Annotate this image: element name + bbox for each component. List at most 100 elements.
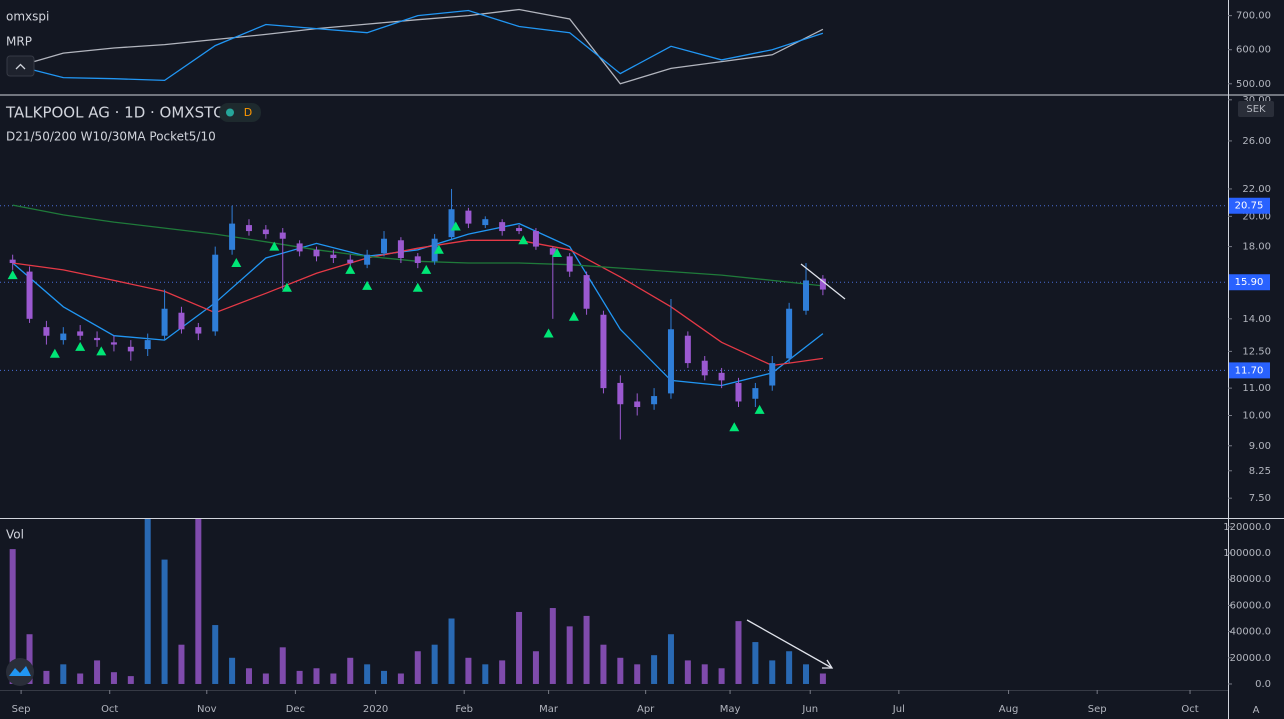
volume-bar (26, 634, 33, 684)
candle-body (110, 342, 117, 345)
x-tick-label: Feb (455, 704, 473, 715)
y-tick-label: 8.25 (1249, 466, 1271, 477)
candle-body (262, 229, 269, 235)
delay-badge: D (244, 106, 252, 119)
y-tick-label: 12.50 (1242, 346, 1271, 357)
candle-body (144, 340, 151, 350)
candle-body (769, 363, 776, 386)
price-label: 20.75 (1235, 201, 1264, 212)
candle-body (499, 222, 506, 232)
volume-bar (516, 611, 523, 684)
y-tick-label: 7.50 (1249, 493, 1271, 504)
volume-bar (617, 657, 624, 684)
x-tick-label: Jun (801, 704, 818, 715)
trend-arrow (746, 619, 833, 669)
candle-body (279, 232, 286, 239)
trend-line (800, 263, 846, 300)
signal-marker (345, 264, 356, 274)
volume-bar (313, 668, 320, 684)
candle-body (94, 337, 101, 341)
volume-bar (381, 670, 388, 684)
x-tick-label: Oct (101, 704, 118, 715)
volume-bar (735, 621, 742, 684)
volume-bar (397, 673, 404, 684)
signal-marker (96, 346, 107, 356)
volume-bar (94, 660, 101, 684)
volume-bar (667, 634, 674, 684)
volume-bar (414, 651, 421, 684)
price-label-box (1229, 362, 1270, 379)
signal-marker (281, 282, 292, 292)
volume-bar (330, 673, 337, 684)
y-tick-label: 26.00 (1242, 136, 1271, 147)
candle-body (178, 312, 185, 330)
y-tick-label: 60000.0 (1230, 600, 1271, 611)
candle-body (634, 401, 641, 408)
candle-body (161, 308, 168, 336)
x-tick-label: Apr (637, 704, 655, 715)
price-pane (0, 188, 1228, 440)
y-tick-label: 100000.0 (1223, 548, 1271, 559)
candle-body (347, 259, 354, 264)
volume-bar (583, 615, 590, 684)
volume-bar (9, 549, 16, 684)
candle-body (465, 210, 472, 224)
x-tick-label: Nov (197, 704, 217, 715)
signal-marker (433, 244, 444, 254)
volume-bar (262, 673, 269, 684)
candle-body (532, 231, 539, 247)
volume-bar (684, 660, 691, 684)
y-tick-label: 0.0 (1255, 679, 1271, 690)
candle-body (735, 382, 742, 402)
volume-bar (364, 664, 371, 684)
y-tick-label: 20000.0 (1230, 653, 1271, 664)
candle-body (701, 360, 708, 376)
candle-body (26, 271, 33, 319)
volume-bar (651, 655, 658, 684)
candle-body (583, 275, 590, 309)
candle-body (364, 254, 371, 265)
candle-body (667, 329, 674, 394)
candle-body (448, 209, 455, 238)
candle-body (127, 346, 134, 352)
x-tick-label: 2020 (363, 704, 388, 715)
volume-bar (769, 660, 776, 684)
y-tick-label: 40000.0 (1230, 627, 1271, 638)
volume-bar (77, 673, 84, 684)
volume-bar (803, 664, 810, 684)
volume-bar (499, 660, 506, 684)
y-tick-label: 30.00 (1242, 95, 1271, 106)
y-tick-label: 9.00 (1249, 441, 1271, 452)
candle-body (718, 372, 725, 381)
signal-marker (269, 241, 280, 251)
currency-box (1238, 101, 1274, 117)
y-tick-label: 500.00 (1236, 79, 1271, 90)
auto-scale-button[interactable]: A (1253, 705, 1260, 716)
candle-body (803, 280, 810, 311)
signal-marker (421, 264, 432, 274)
arrow-head (822, 659, 834, 669)
signal-marker (75, 341, 86, 351)
candle-body (786, 308, 793, 359)
candle-body (195, 327, 202, 334)
price-label: 11.70 (1235, 365, 1264, 376)
volume-pane (9, 519, 826, 684)
y-tick-label: 10.00 (1242, 411, 1271, 422)
volume-bar (465, 657, 472, 684)
signal-marker (568, 311, 579, 321)
volume-bar (448, 618, 455, 684)
candle-body (313, 249, 320, 257)
y-tick-label: 14.00 (1242, 314, 1271, 325)
volume-bar (482, 664, 489, 684)
candle-body (651, 396, 658, 405)
volume-bar (212, 625, 219, 684)
volume-bar (786, 651, 793, 684)
axes: 500.00 600.00 700.00 30.00 26.00 22.00 20.00 18… (12, 11, 1271, 715)
logo (6, 658, 34, 686)
signal-marker (231, 258, 242, 268)
collapse-button[interactable] (6, 55, 35, 77)
x-tick-label: Aug (999, 704, 1019, 715)
volume-bar (178, 644, 185, 684)
volume-bar (819, 673, 826, 684)
candle-body (330, 254, 337, 258)
